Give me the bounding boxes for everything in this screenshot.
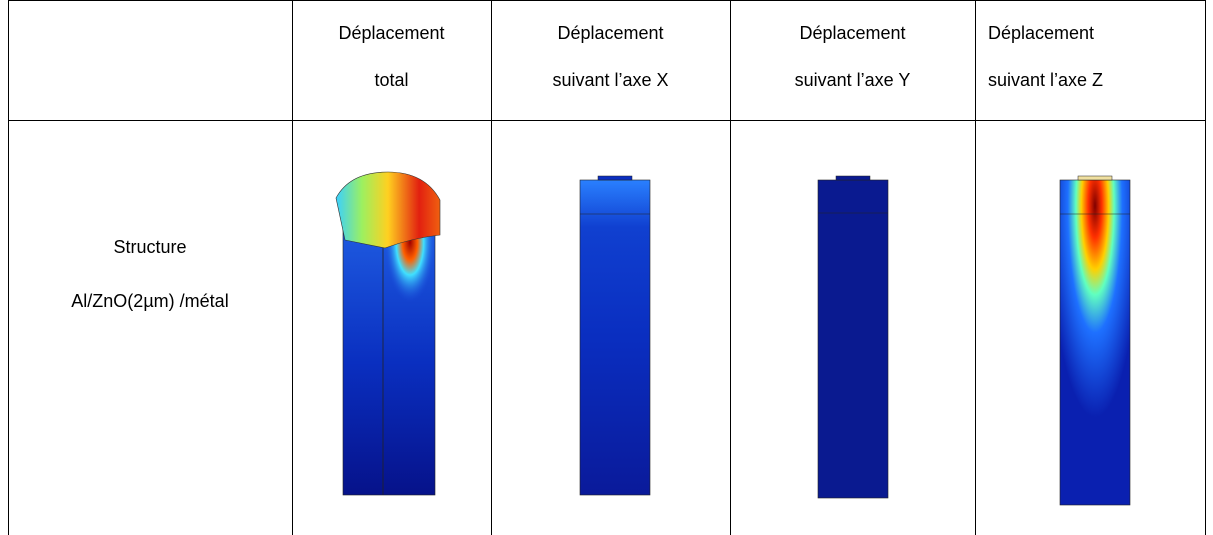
header-line: suivant l’axe Y bbox=[794, 70, 911, 90]
header-cell: Déplacement suivant l’axe Z bbox=[975, 10, 1188, 104]
header-cell: Déplacement suivant l’axe X bbox=[491, 10, 730, 104]
header-line: Déplacement bbox=[799, 23, 906, 43]
header-cell: Déplacement suivant l’axe Y bbox=[730, 10, 975, 104]
table-border bbox=[292, 0, 293, 535]
table-border bbox=[8, 120, 1205, 121]
image-z bbox=[1059, 175, 1131, 506]
row-label-line: Structure bbox=[113, 237, 187, 257]
header-cell: Déplacement total bbox=[292, 10, 491, 104]
table-border bbox=[8, 0, 9, 535]
table-border bbox=[730, 0, 731, 535]
row-label: Structure Al/ZnO(2µm) /métal bbox=[8, 220, 292, 328]
header-line: Déplacement bbox=[338, 23, 445, 43]
table-border bbox=[975, 0, 976, 535]
image-y bbox=[817, 175, 889, 499]
header-line: suivant l’axe Z bbox=[988, 70, 1104, 90]
header-line: total bbox=[374, 70, 409, 90]
header-line: suivant l’axe X bbox=[552, 70, 669, 90]
table-border bbox=[1205, 0, 1206, 535]
table-border bbox=[8, 0, 1205, 1]
header-line: Déplacement bbox=[557, 23, 664, 43]
image-x bbox=[579, 175, 651, 496]
image-total bbox=[335, 171, 441, 496]
table-border bbox=[491, 0, 492, 535]
row-label-line: Al/ZnO(2µm) /métal bbox=[71, 291, 229, 311]
header-line: Déplacement bbox=[988, 23, 1095, 43]
